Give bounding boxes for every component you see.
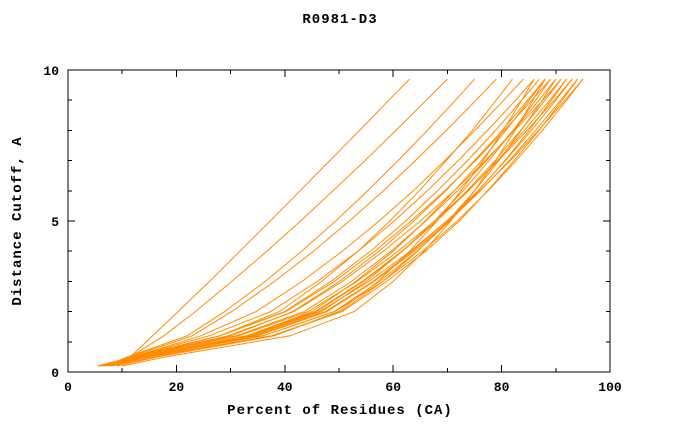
series-line <box>111 78 448 367</box>
series-line <box>105 78 475 367</box>
series-line <box>103 78 573 367</box>
chart-title: R0981-D3 <box>302 12 378 28</box>
series-line <box>103 78 562 367</box>
series-line <box>108 78 578 367</box>
series-line <box>105 78 540 367</box>
series-line <box>111 78 513 367</box>
x-tick-label: 60 <box>385 380 401 395</box>
x-tick-label: 40 <box>277 380 293 395</box>
series-line <box>116 78 535 367</box>
x-axis-label: Percent of Residues (CA) <box>227 403 453 419</box>
series-line <box>105 78 551 367</box>
y-axis-label: Distance Cutoff, A <box>10 136 26 306</box>
series-line <box>116 78 410 367</box>
series-line <box>97 78 546 367</box>
x-tick-label: 100 <box>598 380 622 395</box>
series-line <box>105 78 578 367</box>
x-tick-label: 80 <box>494 380 510 395</box>
series-line <box>108 78 546 367</box>
series-line <box>105 78 497 367</box>
series-line <box>100 78 562 367</box>
series-line <box>100 78 535 367</box>
series-line <box>122 78 546 367</box>
series-line <box>100 78 573 367</box>
x-tick-label: 20 <box>169 380 185 395</box>
series-line <box>100 78 584 367</box>
y-tick-label: 0 <box>51 366 59 381</box>
series-line <box>97 78 584 367</box>
series-line <box>100 78 524 367</box>
series-line <box>108 78 567 367</box>
series-line <box>105 78 568 367</box>
y-tick-label: 5 <box>51 215 59 230</box>
y-tick-label: 10 <box>43 64 59 79</box>
x-tick-label: 0 <box>64 380 72 395</box>
